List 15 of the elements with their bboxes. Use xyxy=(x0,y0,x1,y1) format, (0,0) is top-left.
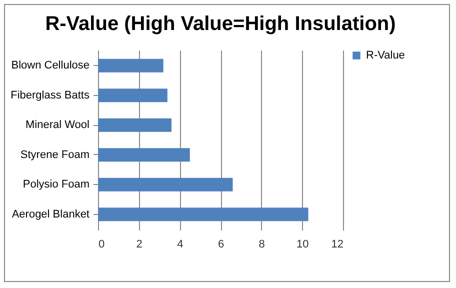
y-tick-label: Mineral Wool xyxy=(26,119,90,132)
y-tick-label: Fiberglass Batts xyxy=(10,89,90,102)
x-tick-label: 12 xyxy=(331,238,344,250)
x-tick-label: 10 xyxy=(296,238,309,250)
y-tick-label: Blown Cellulose xyxy=(11,60,90,72)
legend-label: R-Value xyxy=(366,50,405,62)
chart-title: R-Value (High Value=High Insulation) xyxy=(45,13,396,35)
y-tick-label: Polysio Foam xyxy=(22,178,90,191)
y-tick-label: Styrene Foam xyxy=(20,148,90,161)
x-tick-label: 2 xyxy=(136,238,142,250)
x-tick-label: 0 xyxy=(98,238,105,250)
y-tick-label: Aerogel Blanket xyxy=(12,208,90,220)
x-tick-label: 4 xyxy=(177,238,184,250)
x-tick-label: 8 xyxy=(258,238,265,250)
x-tick-label: 6 xyxy=(218,238,224,250)
